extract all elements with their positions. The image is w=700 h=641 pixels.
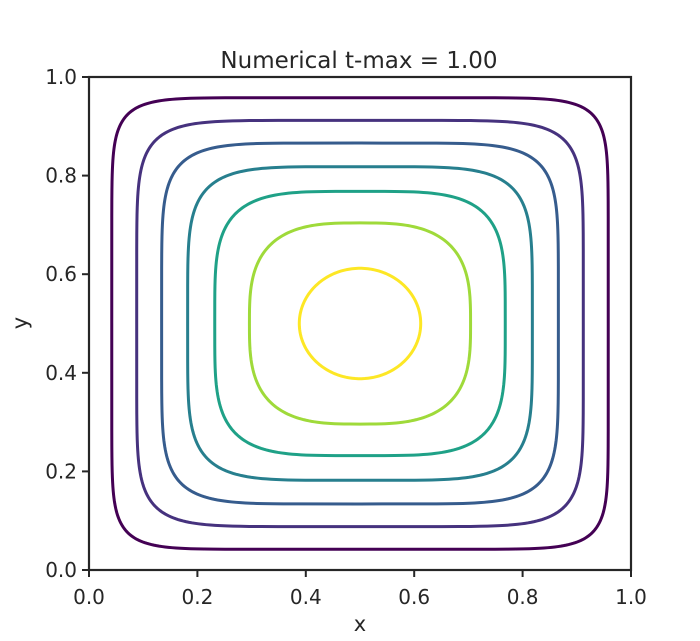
y-axis-label: y [8, 317, 32, 329]
x-tick-label: 0.4 [290, 585, 322, 609]
chart-title: Numerical t-max = 1.00 [220, 48, 497, 74]
contour-level-3 [160, 141, 560, 506]
y-axis-ticks: 0.0 0.2 0.4 0.6 0.8 1.0 [45, 65, 89, 582]
contour-level-2 [135, 118, 585, 529]
x-axis-ticks: 0.0 0.2 0.4 0.6 0.8 1.0 [73, 570, 647, 609]
contour-lines [110, 96, 610, 551]
y-tick-label: 0.2 [45, 459, 77, 483]
x-tick-label: 0.0 [73, 585, 105, 609]
contour-level-7 [297, 266, 423, 381]
y-tick-label: 0.8 [45, 164, 77, 188]
x-tick-label: 0.2 [181, 585, 213, 609]
y-tick-label: 0.6 [45, 262, 77, 286]
contour-level-6 [247, 221, 473, 426]
x-tick-label: 0.8 [507, 585, 539, 609]
contour-level-5 [213, 189, 507, 458]
contour-level-4 [186, 165, 534, 482]
x-tick-label: 1.0 [615, 585, 647, 609]
y-tick-label: 0.0 [45, 558, 77, 582]
x-tick-label: 0.6 [398, 585, 430, 609]
y-tick-label: 0.4 [45, 361, 77, 385]
contour-level-1 [110, 96, 610, 551]
y-tick-label: 1.0 [45, 65, 77, 89]
x-axis-label: x [354, 612, 366, 636]
plot-frame [87, 75, 633, 572]
